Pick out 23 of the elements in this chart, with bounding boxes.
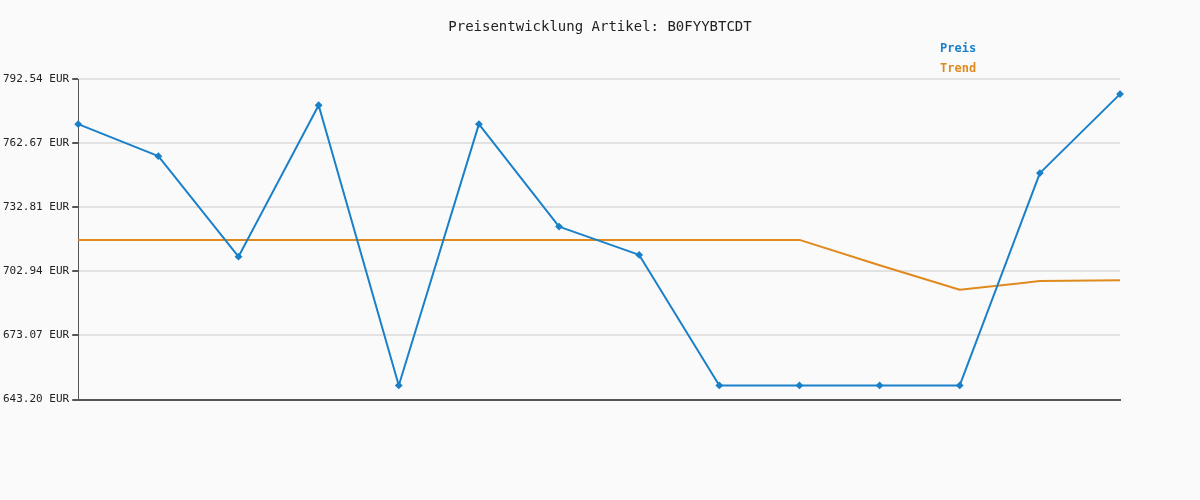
point [74,120,82,128]
y-tick-label: 762.67 EUR [2,135,70,149]
point [154,152,162,160]
y-tick-label: 702.94 EUR [2,264,70,278]
point [715,381,723,389]
point [395,381,403,389]
y-tick-label: 673.07 EUR [2,328,70,342]
y-tick-label: 732.81 EUR [2,200,70,214]
point [635,251,643,259]
point [795,381,803,389]
text: Trend [940,60,977,77]
point [475,120,483,128]
point [956,381,964,389]
chart-title: Preisentwicklung Artikel: B0FYYBTCDT [447,18,753,34]
point [235,253,242,261]
point [555,223,563,231]
point [1036,169,1044,177]
point [876,381,884,389]
text: Preis [940,40,977,57]
y-tick-label: 643.20 EUR [2,392,70,406]
y-tick-label: 792.54 EUR [2,71,70,85]
point [1116,90,1124,98]
point [315,101,323,109]
